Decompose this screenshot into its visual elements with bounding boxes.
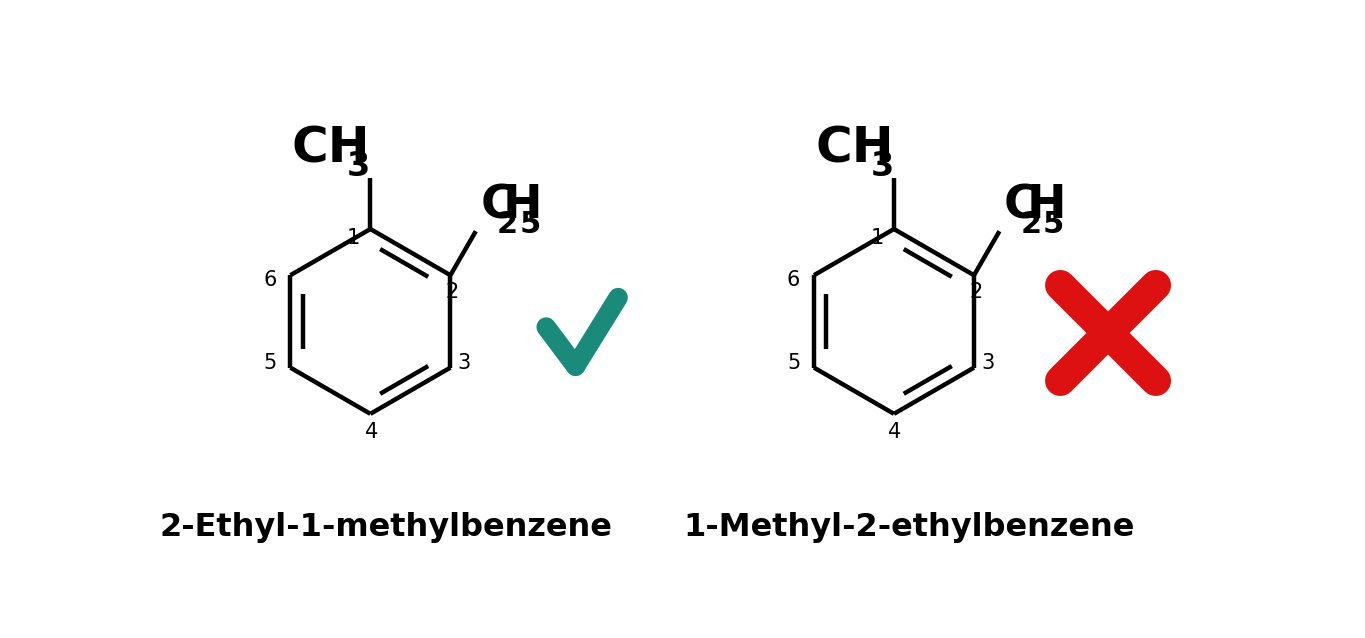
Text: 5: 5 [788,353,800,373]
Text: 3: 3 [457,353,471,373]
Text: 2-Ethyl-1-methylbenzene: 2-Ethyl-1-methylbenzene [160,512,613,544]
Text: 3: 3 [347,149,370,182]
Text: 1: 1 [871,228,885,248]
Text: CH: CH [292,124,370,172]
Text: 5: 5 [1043,210,1065,239]
Text: 1-Methyl-2-ethylbenzene: 1-Methyl-2-ethylbenzene [684,512,1136,544]
Text: 4: 4 [889,422,901,442]
Text: 6: 6 [263,270,277,290]
Text: H: H [502,183,542,228]
Text: H: H [1026,183,1066,228]
Text: C: C [480,183,515,228]
Text: 2: 2 [497,210,517,239]
Text: 2: 2 [969,282,983,302]
Text: CH: CH [815,124,894,172]
Text: 4: 4 [364,422,378,442]
Text: 5: 5 [519,210,541,239]
Text: 5: 5 [263,353,277,373]
Text: 3: 3 [871,149,894,182]
Text: 2: 2 [445,282,459,302]
Text: 2: 2 [1020,210,1041,239]
Text: C: C [1005,183,1039,228]
Text: 6: 6 [788,270,800,290]
Text: 3: 3 [981,353,995,373]
Text: 1: 1 [347,228,360,248]
